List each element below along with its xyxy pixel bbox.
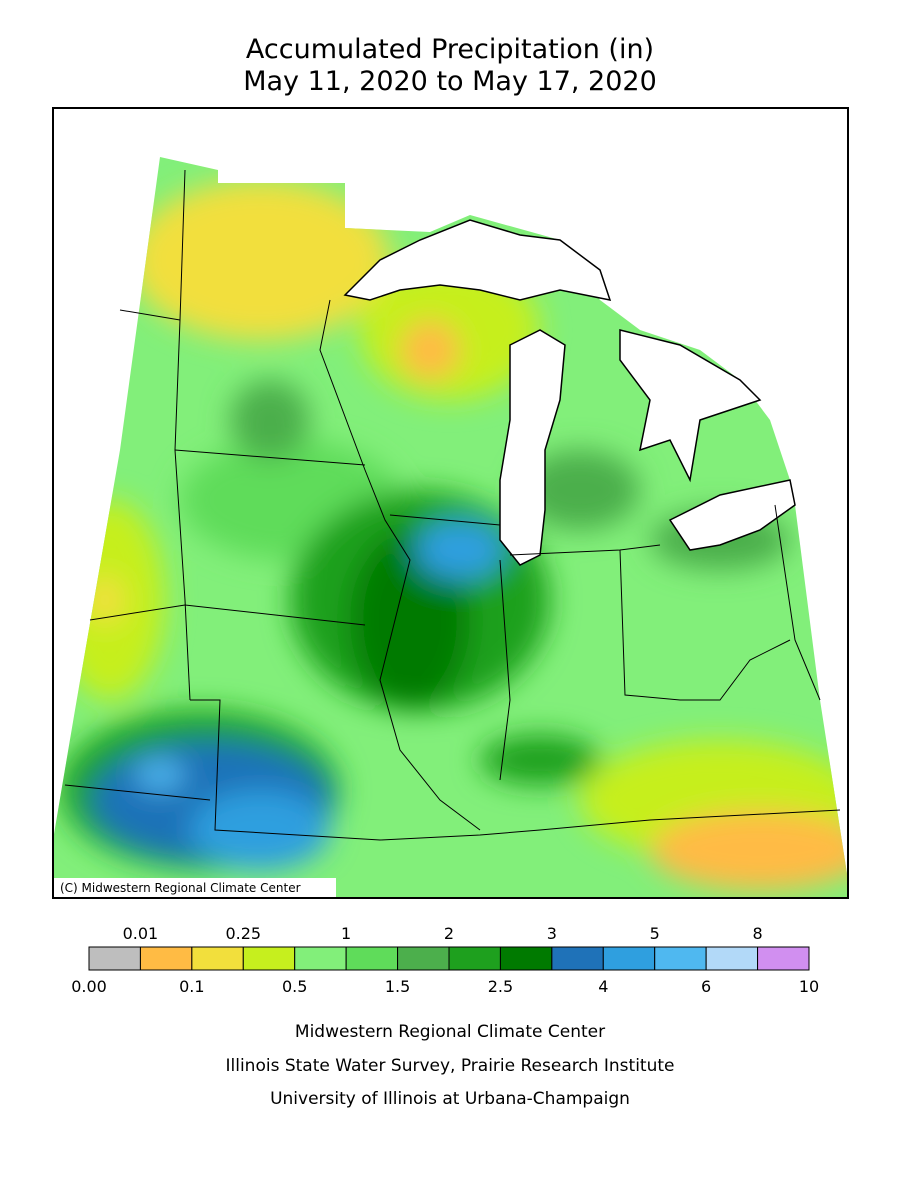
title-line: Accumulated Precipitation (in) [246,34,654,65]
legend-swatch [448,946,501,971]
legend-swatch [499,946,553,971]
legend-swatch [551,946,604,971]
map-frame [52,107,849,899]
legend-swatch [294,946,347,971]
lakes [343,219,796,566]
legend-swatch [191,946,244,971]
footer-line: Illinois State Water Survey, Prairie Res… [226,1056,675,1076]
legend-label: 0.5 [282,977,307,996]
map-credit: (C) Midwestern Regional Climate Center [60,881,301,895]
legend-swatch [397,946,450,971]
legend-swatch [602,946,656,971]
legend-label: 0.25 [225,924,261,943]
legend-label: 2 [444,924,454,943]
credit-box [54,878,336,897]
legend-label: 1 [341,924,351,943]
footer-line: Midwestern Regional Climate Center [295,1022,605,1042]
legend-label: 4 [598,977,608,996]
legend-label: 3 [547,924,557,943]
title-line: May 11, 2020 to May 17, 2020 [243,66,657,97]
legend-label: 6 [701,977,711,996]
legend-label: 0.00 [71,977,107,996]
legend-swatch [757,946,810,971]
legend-label: 0.1 [179,977,204,996]
legend: 0.00 0.01 0.1 0.25 0.5 1 1.5 2 2.5 3 4 5 6 8 10 [71,924,819,996]
legend-label: 5 [650,924,660,943]
footer-line: University of Illinois at Urbana-Champai… [270,1089,630,1109]
legend-label: 10 [799,977,819,996]
legend-swatch [705,946,759,971]
legend-label: 0.01 [123,924,159,943]
legend-label: 8 [752,924,762,943]
legend-swatch [345,946,399,971]
state-borders [64,169,841,841]
legend-label: 2.5 [488,977,513,996]
legend-label: 1.5 [385,977,410,996]
legend-swatch [242,946,296,971]
legend-swatch [139,946,193,971]
legend-swatch [88,946,141,971]
legend-swatch [654,946,707,971]
